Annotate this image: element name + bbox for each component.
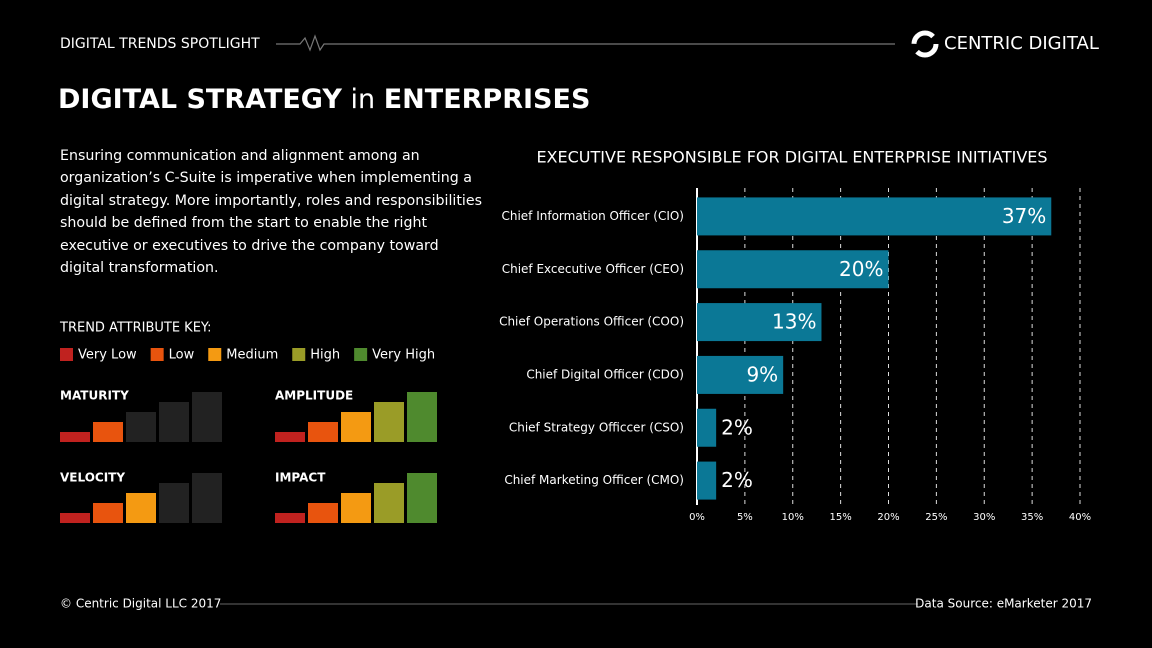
key-label: Very Low — [78, 348, 137, 363]
y-tick-label: Chief Excecutive Officer (CEO) — [502, 262, 684, 276]
value-label: 2% — [721, 468, 753, 492]
x-tick-label: 25% — [925, 512, 947, 523]
key-swatch — [292, 348, 306, 361]
key-title: TREND ATTRIBUTE KEY: — [59, 321, 212, 336]
meter-bar — [126, 493, 156, 523]
header-rule — [276, 34, 895, 52]
key-swatch — [354, 348, 368, 361]
bar — [697, 461, 717, 500]
key-label: Very High — [372, 348, 435, 363]
title-part: in — [351, 84, 376, 115]
meter-label: AMPLITUDE — [275, 389, 353, 403]
bar — [697, 250, 889, 289]
key-swatch — [208, 348, 222, 361]
meter-bar — [275, 432, 305, 442]
y-tick-label: Chief Digital Officer (CDO) — [526, 367, 684, 381]
y-tick-label: Chief Operations Officer (COO) — [499, 315, 684, 329]
key-label: Medium — [226, 348, 278, 363]
value-label: 2% — [721, 415, 753, 439]
meter-bar — [341, 412, 371, 442]
description: Ensuring communication and alignment amo… — [60, 148, 482, 277]
meter-bar — [341, 493, 371, 523]
meter-bar — [407, 392, 437, 442]
y-tick-label: Chief Strategy Officcer (CSO) — [509, 420, 684, 434]
meter-bar — [159, 402, 189, 442]
y-tick-label: Chief Information Officer (CIO) — [501, 209, 684, 223]
title-part: ENTERPRISES — [384, 84, 591, 115]
x-tick-label: 30% — [973, 512, 995, 523]
bar — [697, 197, 1052, 236]
meter-bar — [93, 503, 123, 523]
meter-bar — [308, 422, 338, 442]
meter-bar — [126, 412, 156, 442]
meter-bar — [192, 473, 222, 523]
x-tick-label: 15% — [830, 512, 852, 523]
x-tick-label: 0% — [689, 512, 705, 523]
meter-bar — [60, 513, 90, 523]
bar — [697, 303, 822, 342]
copyright: © Centric Digital LLC 2017 — [60, 597, 221, 611]
brand: CENTRIC DIGITAL — [944, 33, 1099, 54]
kicker: DIGITAL TRENDS SPOTLIGHT — [60, 36, 260, 52]
meter-bar — [308, 503, 338, 523]
x-tick-label: 20% — [877, 512, 899, 523]
title: DIGITAL STRATEGY in ENTERPRISES — [58, 84, 590, 115]
meter-bar — [374, 402, 404, 442]
x-tick-label: 40% — [1069, 512, 1091, 523]
key-swatch — [60, 348, 73, 361]
value-label: 37% — [1002, 204, 1046, 228]
x-tick-label: 35% — [1021, 512, 1043, 523]
meter-label: MATURITY — [60, 389, 129, 403]
meter-bar — [192, 392, 222, 442]
meter-label: IMPACT — [275, 471, 326, 485]
value-label: 20% — [839, 257, 883, 281]
key-label: High — [310, 348, 340, 363]
meter-bar — [407, 473, 437, 523]
bar — [697, 355, 784, 394]
logo — [911, 30, 939, 58]
title-part: DIGITAL STRATEGY — [58, 84, 342, 115]
meter-bar — [374, 483, 404, 523]
key-swatch — [150, 348, 164, 361]
meter-bar — [60, 432, 90, 442]
x-tick-label: 10% — [782, 512, 804, 523]
meter-bar — [275, 513, 305, 523]
bar — [697, 408, 717, 447]
x-tick-label: 5% — [737, 512, 753, 523]
value-label: 9% — [746, 362, 778, 386]
meter-bar — [159, 483, 189, 523]
meter-bar — [93, 422, 123, 442]
chart-title: EXECUTIVE RESPONSIBLE FOR DIGITAL ENTERP… — [536, 148, 1047, 167]
value-label: 13% — [772, 310, 816, 334]
source: Data Source: eMarketer 2017 — [915, 597, 1092, 611]
y-tick-label: Chief Marketing Officer (CMO) — [504, 473, 684, 487]
key-label: Low — [169, 348, 195, 363]
meter-label: VELOCITY — [60, 471, 125, 485]
